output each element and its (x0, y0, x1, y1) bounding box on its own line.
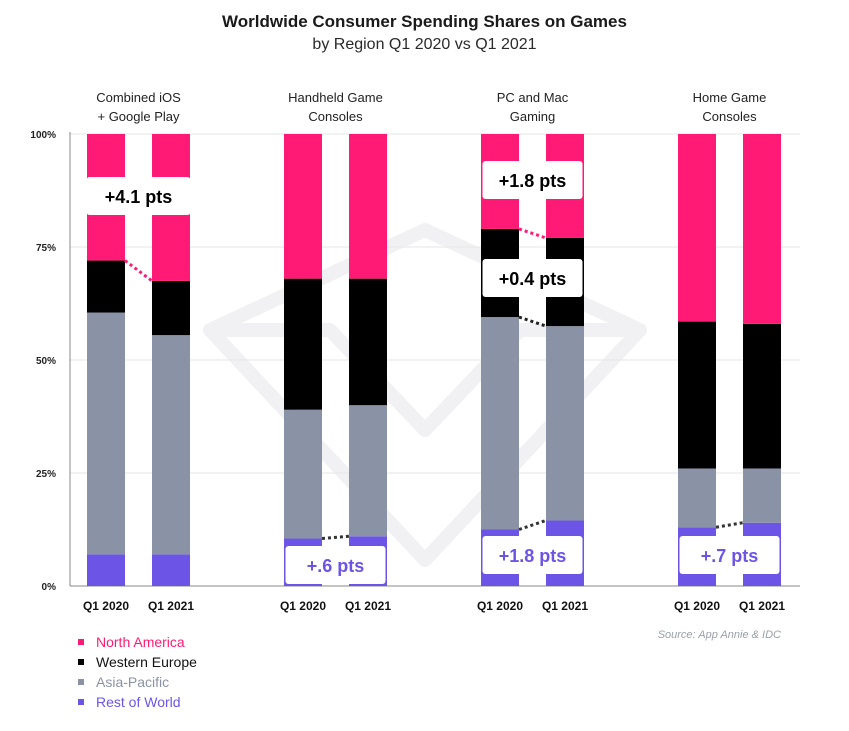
bar-segment-asia-pacific (743, 468, 781, 523)
annotation-label: +.7 pts (701, 546, 759, 566)
group-label: Consoles (308, 109, 363, 124)
annotation-label: +0.4 pts (499, 269, 567, 289)
connector-line (715, 521, 744, 529)
bar-segment-asia-pacific (87, 312, 125, 555)
chart-subtitle: by Region Q1 2020 vs Q1 2021 (312, 36, 537, 53)
chart-title: Worldwide Consumer Spending Shares on Ga… (222, 12, 627, 31)
legend-item-north-america: North America (78, 632, 197, 652)
bar-segment-rest-of-world (152, 554, 190, 586)
legend-marker-western-europe (78, 659, 84, 665)
bar-segment-north-america (678, 134, 716, 322)
bar-segment-north-america (284, 134, 322, 279)
legend-item-asia-pacific: Asia-Pacific (78, 672, 197, 692)
bar-segment-western-europe (152, 280, 190, 336)
chart-canvas: 0% 25% 50% 75% 100% Q1 2020 Q1 2021 Combined iO… (30, 90, 800, 613)
group-label: + Google Play (97, 109, 180, 124)
connector-line (518, 227, 547, 240)
bar-segment-western-europe (349, 278, 387, 406)
y-tick-label: 0% (42, 582, 57, 593)
legend-marker-north-america (78, 639, 84, 645)
annotation-box (86, 177, 191, 215)
bar-segment-asia-pacific (481, 317, 519, 530)
bar-segment-asia-pacific (546, 326, 584, 521)
bar-segment-western-europe (284, 278, 322, 410)
legend-label-north-america: North America (96, 634, 185, 650)
group-label: PC and Mac (497, 90, 569, 105)
bar-segment-north-america (743, 134, 781, 324)
bar-segment-western-europe (678, 321, 716, 469)
bar-segment-asia-pacific (152, 335, 190, 555)
connector-line (321, 534, 350, 541)
x-tick-label: Q1 2021 (148, 599, 194, 613)
legend-marker-rest-of-world (78, 699, 84, 705)
y-tick-label: 25% (36, 469, 56, 480)
bar-segment-north-america (349, 134, 387, 279)
group-label: Consoles (702, 109, 757, 124)
group-label: Combined iOS (96, 90, 181, 105)
annotation-box (482, 536, 583, 574)
annotation-box (285, 546, 386, 584)
x-tick-label: Q1 2020 (280, 599, 326, 613)
bar-segment-western-europe (743, 323, 781, 469)
bar-segment-western-europe (87, 260, 125, 313)
y-tick-label: 100% (30, 130, 56, 141)
group-label: Home Game (693, 90, 767, 105)
group-label: Handheld Game (288, 90, 383, 105)
legend-item-rest-of-world: Rest of World (78, 692, 197, 712)
annotation-box (482, 161, 583, 199)
connector-line (124, 259, 153, 283)
legend-marker-asia-pacific (78, 679, 84, 685)
bar-segment-rest-of-world (87, 554, 125, 586)
x-tick-label: Q1 2021 (542, 599, 588, 613)
bar-segment-asia-pacific (349, 405, 387, 537)
x-tick-label: Q1 2020 (477, 599, 523, 613)
annotation-label: +1.8 pts (499, 171, 567, 191)
group-label: Gaming (510, 109, 556, 124)
annotation-box (679, 536, 780, 574)
legend: North America Western Europe Asia-Pacifi… (78, 632, 197, 712)
annotation-label: +1.8 pts (499, 546, 567, 566)
annotation-label: +4.1 pts (105, 187, 173, 207)
source-note: Source: App Annie & IDC (657, 629, 781, 641)
legend-label-western-europe: Western Europe (96, 654, 197, 670)
x-tick-label: Q1 2020 (674, 599, 720, 613)
y-tick-label: 75% (36, 243, 56, 254)
bar-segment-asia-pacific (284, 409, 322, 539)
connector-line (518, 315, 547, 328)
x-tick-label: Q1 2020 (83, 599, 129, 613)
connector-line (518, 519, 547, 531)
y-tick-label: 50% (36, 356, 56, 367)
legend-label-rest-of-world: Rest of World (96, 694, 181, 710)
bar-segment-asia-pacific (678, 468, 716, 528)
annotation-label: +.6 pts (307, 556, 365, 576)
legend-item-western-europe: Western Europe (78, 652, 197, 672)
x-tick-label: Q1 2021 (739, 599, 785, 613)
x-tick-label: Q1 2021 (345, 599, 391, 613)
annotation-box (482, 259, 583, 297)
legend-label-asia-pacific: Asia-Pacific (96, 674, 170, 690)
